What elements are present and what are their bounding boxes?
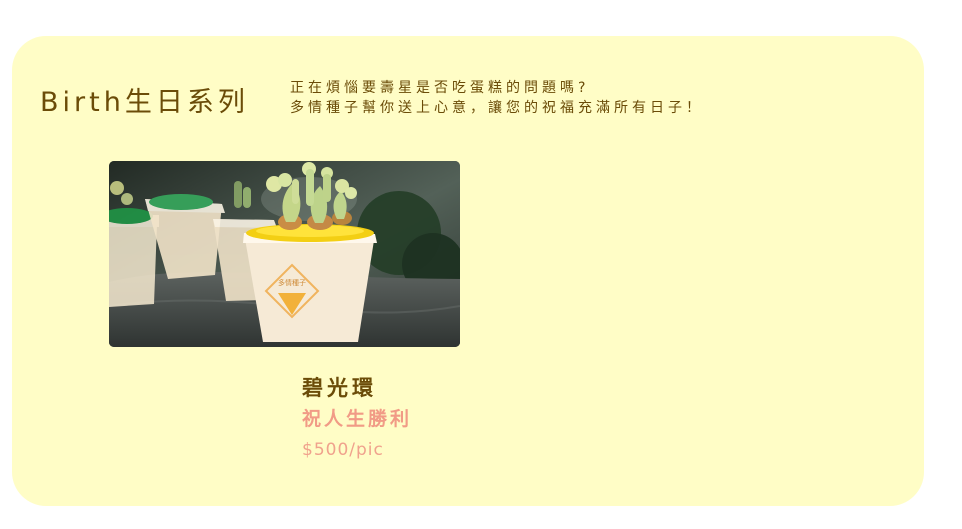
section-intro: 正在煩惱要壽星是否吃蛋糕的問題嗎? 多情種子幫你送上心意，讓您的祝福充滿所有日子… [290, 78, 704, 118]
product-price: $500/pic [302, 440, 384, 460]
intro-line-2: 多情種子幫你送上心意，讓您的祝福充滿所有日子！ [290, 100, 704, 116]
succulent-pot-image: 多情種子 [109, 161, 460, 347]
intro-line-1: 正在煩惱要壽星是否吃蛋糕的問題嗎? [290, 80, 590, 96]
section-title: Birth生日系列 [40, 87, 249, 118]
product-meaning: 祝人生勝利 [302, 408, 413, 430]
product-image[interactable]: 多情種子 [109, 161, 460, 347]
svg-text:多情種子: 多情種子 [278, 278, 306, 287]
product-name: 碧光環 [302, 376, 377, 400]
birth-series-card: Birth生日系列 正在煩惱要壽星是否吃蛋糕的問題嗎? 多情種子幫你送上心意，讓… [12, 36, 924, 506]
